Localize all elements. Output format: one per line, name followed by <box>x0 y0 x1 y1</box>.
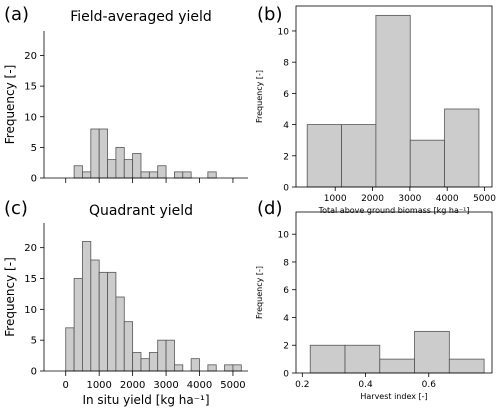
histogram-bar <box>82 241 92 372</box>
x-tick-label: 3000 <box>398 194 421 204</box>
x-axis-label: Total above ground biomass [kg ha⁻¹] <box>318 206 470 215</box>
y-tick-label: 8 <box>283 258 289 268</box>
histogram-bar <box>306 124 342 188</box>
panel-d: 0 2 4 6 8 10 0.2 0.4 0.6 Frequency [-] Harvest ind… <box>255 211 493 401</box>
y-tick-label: 4 <box>283 314 289 324</box>
y-tick-label: 6 <box>283 286 289 296</box>
histogram-bar <box>344 344 381 374</box>
histogram-bar <box>123 321 134 372</box>
x-tick-label: 5000 <box>220 380 245 391</box>
y-tick-label: 10 <box>278 27 290 37</box>
y-axis-label: Frequency [-] <box>3 65 17 145</box>
y-tick-label: 0 <box>31 367 37 378</box>
histogram-bar <box>157 339 167 372</box>
histogram-bar <box>140 358 150 372</box>
x-tick-label: 2000 <box>361 194 384 204</box>
x-tick-label: 3000 <box>153 380 178 391</box>
histogram-bar <box>90 259 100 372</box>
x-axis-label: In situ yield [kg ha⁻¹] <box>82 393 209 407</box>
histogram-bar <box>157 165 167 179</box>
histogram-bar <box>73 278 83 372</box>
x-tick-label: 5000 <box>473 194 496 204</box>
histogram-bar <box>123 159 134 179</box>
x-tick-label: 0 <box>63 380 69 391</box>
y-tick-label: 10 <box>278 231 290 241</box>
y-tick-label: 20 <box>24 243 37 254</box>
y-axis-label: Frequency [-] <box>3 257 17 337</box>
y-tick-label: 10 <box>24 112 37 123</box>
panel-c: 0 5 10 15 20 0 1000 2000 3000 4000 5000 Frequency [… <box>3 223 248 407</box>
y-tick-label: 10 <box>24 305 37 316</box>
x-tick-label: 0.6 <box>422 380 437 390</box>
x-tick-label: 4000 <box>187 380 212 391</box>
histogram-bar <box>107 271 117 372</box>
y-tick-label: 0 <box>31 174 37 185</box>
plot-frame <box>295 211 493 374</box>
histogram-bar <box>207 171 217 179</box>
x-tick-label: 1000 <box>86 380 111 391</box>
histogram-bar <box>73 165 83 179</box>
x-tick-label: 0.2 <box>295 380 309 390</box>
histogram-bar <box>148 171 159 179</box>
histogram-bar <box>379 358 415 374</box>
histogram-bar <box>90 128 100 179</box>
y-tick-label: 0 <box>283 370 289 380</box>
histogram-bar <box>232 364 242 372</box>
histogram-bar <box>309 344 346 374</box>
y-tick-label: 0 <box>283 184 289 194</box>
panel-letter-b: (b) <box>257 4 282 25</box>
histogram-bar <box>115 146 125 179</box>
histogram-bar <box>375 14 411 188</box>
panel-a: 0 5 10 15 20 Frequency [-] <box>3 31 248 185</box>
histogram-bar <box>207 364 217 372</box>
y-tick-label: 15 <box>24 274 37 285</box>
histogram-bar <box>174 364 184 372</box>
histogram-bar <box>165 339 175 372</box>
panel-letter-d: (d) <box>257 198 282 219</box>
histogram-bar <box>98 271 108 372</box>
histogram-bar <box>65 327 75 372</box>
histogram-bar <box>414 330 450 374</box>
histogram-bar <box>115 296 125 372</box>
histogram-bar <box>182 171 192 179</box>
plot-frame <box>295 5 493 188</box>
y-tick-label: 20 <box>24 51 37 62</box>
y-axis-label: Frequency [-] <box>255 70 264 123</box>
panel-letter-c: (c) <box>4 198 28 219</box>
y-tick-label: 5 <box>31 143 37 154</box>
x-axis-label: Harvest index [-] <box>360 392 427 401</box>
x-tick-label: 4000 <box>436 194 459 204</box>
histogram-bar <box>98 128 108 179</box>
histogram-bar <box>107 159 117 179</box>
y-tick-label: 8 <box>283 59 289 69</box>
histogram-bar <box>82 171 92 179</box>
histogram-bar <box>148 352 159 372</box>
y-tick-label: 4 <box>283 121 289 131</box>
y-tick-label: 15 <box>24 82 37 93</box>
histogram-bar <box>190 358 200 372</box>
x-tick-label: 1000 <box>324 194 347 204</box>
histogram-bar <box>132 153 142 179</box>
y-tick-label: 6 <box>283 90 289 100</box>
x-tick-label: 0.4 <box>358 380 373 390</box>
histogram-bar <box>448 358 485 374</box>
histogram-bar <box>132 352 142 372</box>
panel-b: 0 2 4 6 8 10 1000 2000 3000 4000 5000 Frequency [-]… <box>255 5 496 215</box>
histogram-bar <box>224 364 234 372</box>
histogram-bar <box>444 108 480 188</box>
histogram-bar <box>174 171 184 179</box>
panel-letter-a: (a) <box>4 4 29 25</box>
histogram-bar <box>341 124 377 188</box>
y-tick-label: 2 <box>283 342 289 352</box>
x-tick-label: 2000 <box>120 380 145 391</box>
histogram-bar <box>409 139 445 188</box>
y-tick-label: 5 <box>31 336 37 347</box>
histogram-bar <box>140 171 150 179</box>
y-tick-label: 2 <box>283 152 289 162</box>
panel-c-title: Quadrant yield <box>89 203 193 219</box>
panel-a-title: Field-averaged yield <box>70 9 212 25</box>
y-axis-label: Frequency [-] <box>255 266 264 319</box>
